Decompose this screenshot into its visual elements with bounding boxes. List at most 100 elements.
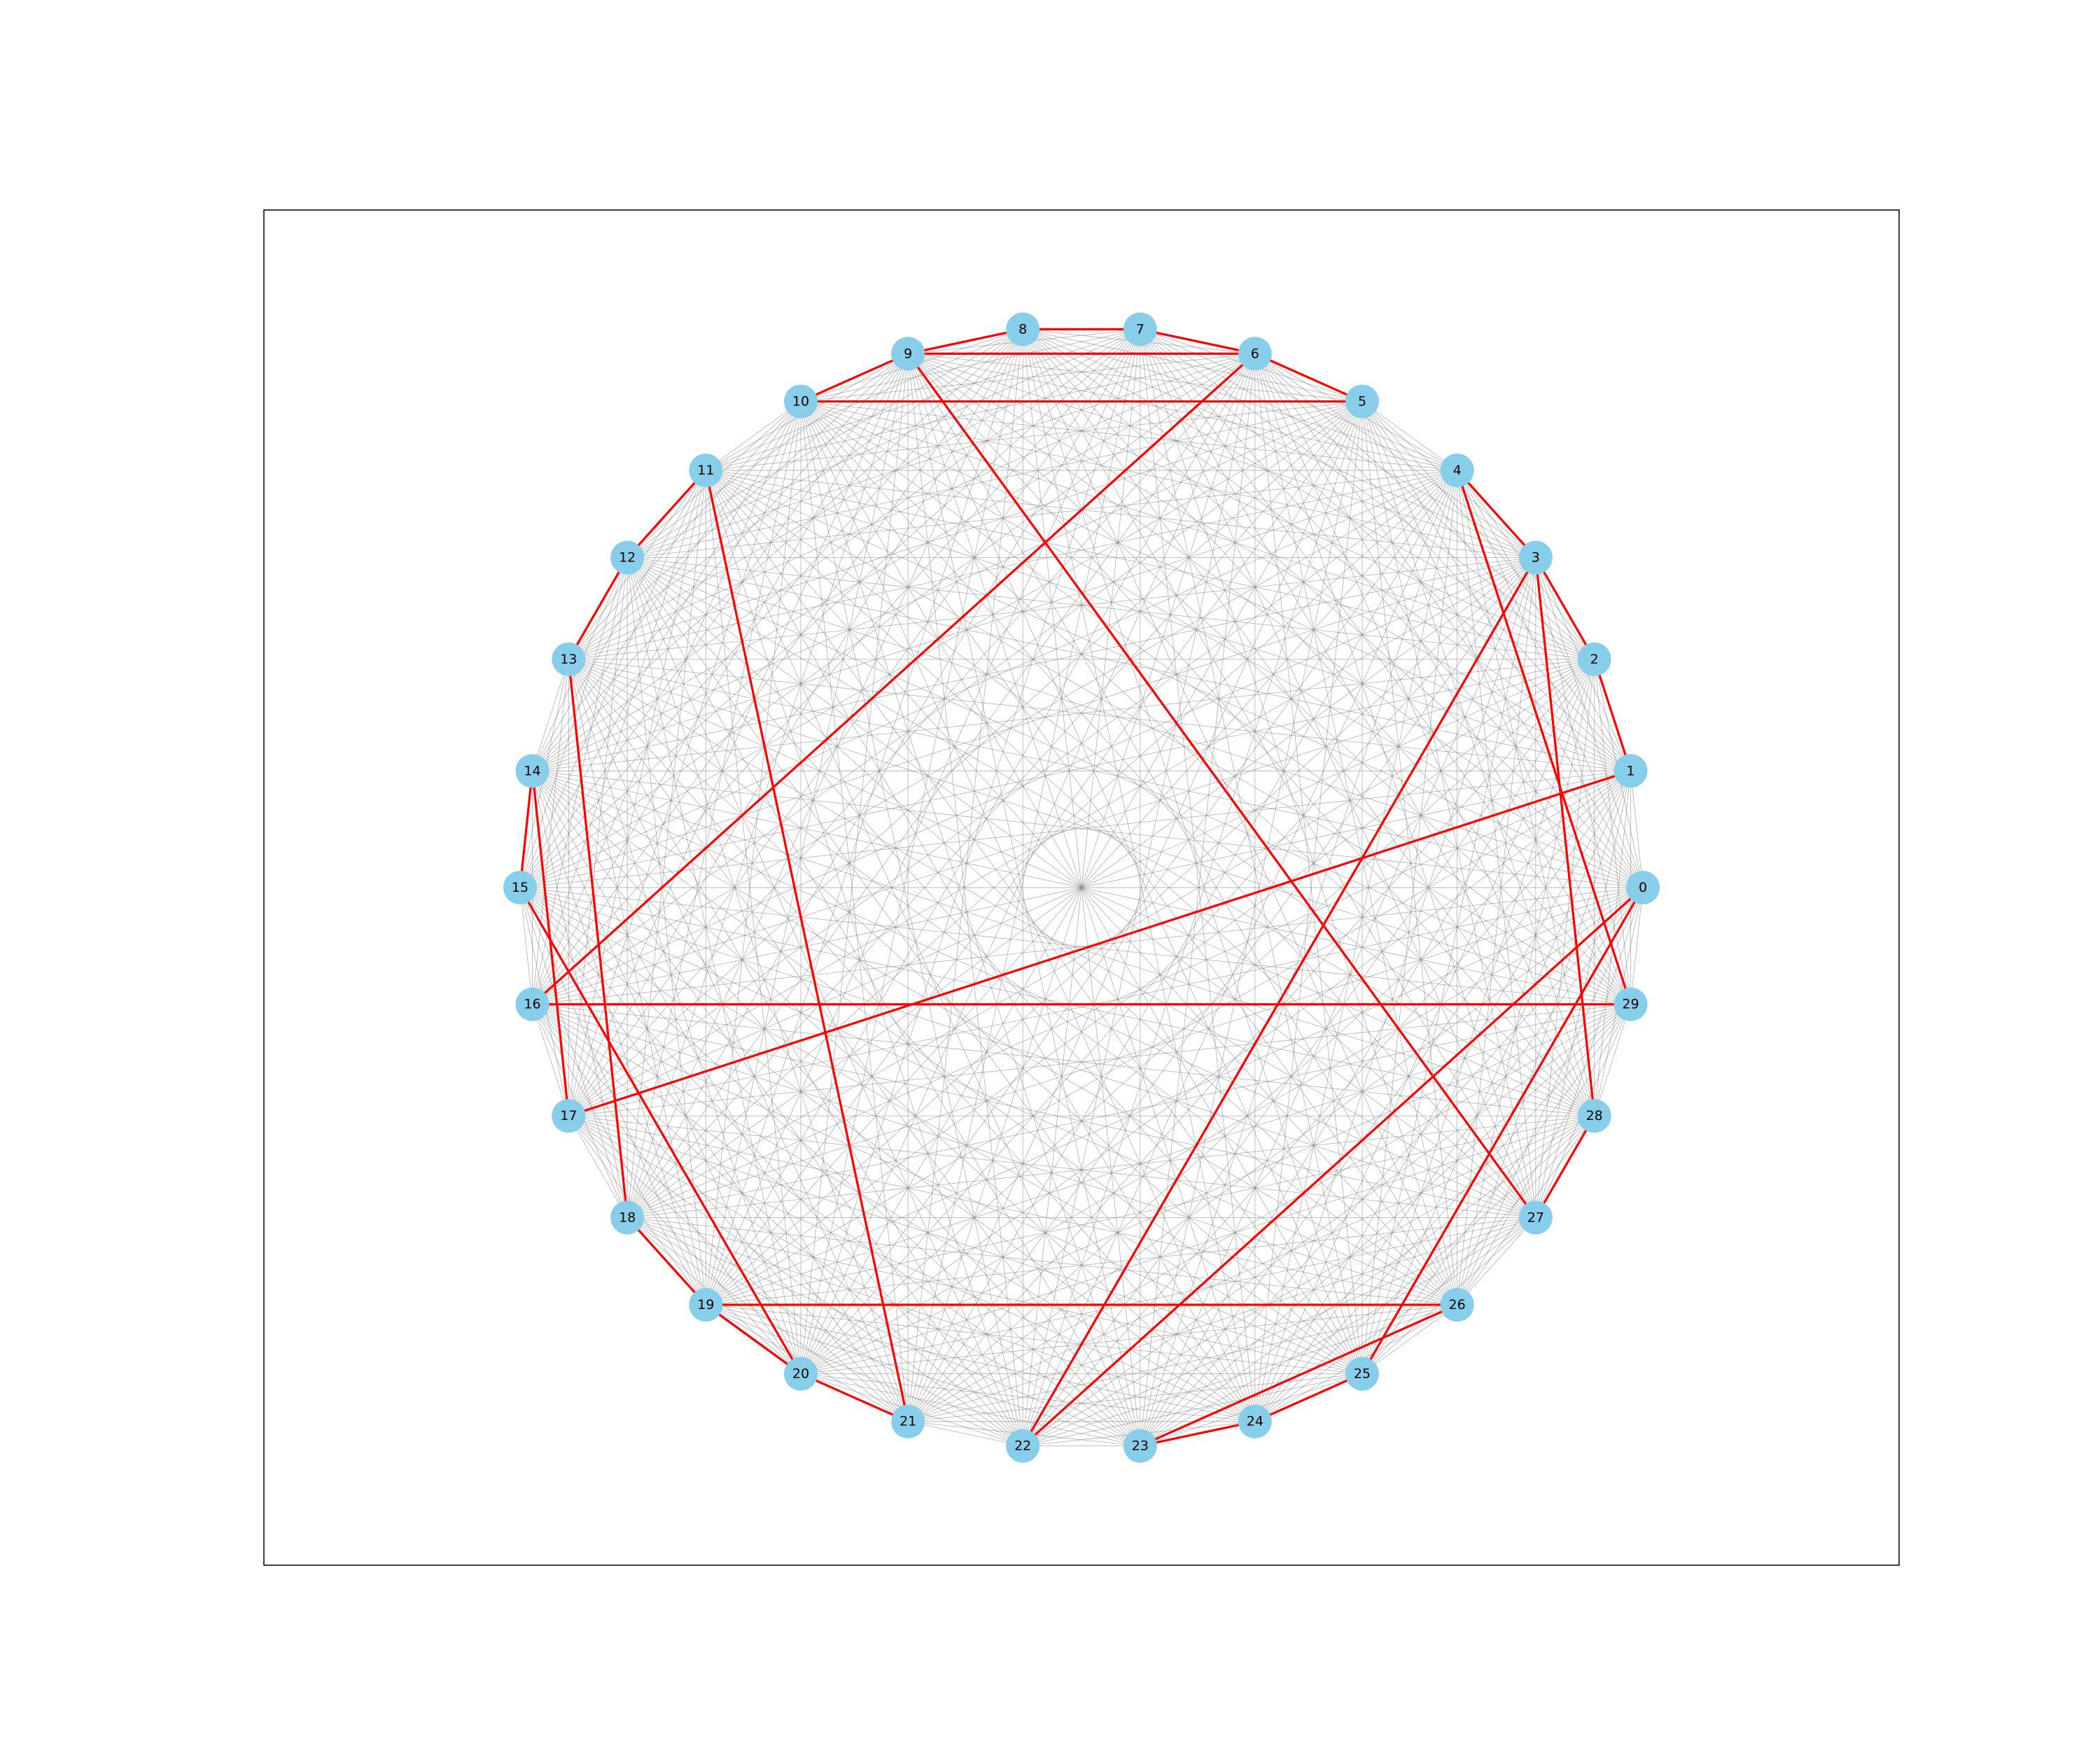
edge-13-22 bbox=[568, 659, 1023, 1446]
edge-17-18 bbox=[568, 1115, 628, 1218]
edge-18-28 bbox=[627, 1115, 1595, 1218]
edge-14-19 bbox=[532, 771, 706, 1306]
edge-7-28 bbox=[1140, 329, 1595, 1116]
node-2: 2 bbox=[1577, 642, 1611, 676]
highlighted-edge-13-18 bbox=[567, 659, 629, 1218]
highlighted-edge-4-3 bbox=[1456, 469, 1537, 559]
edge-17-20 bbox=[568, 1115, 802, 1374]
edge-26-29 bbox=[1457, 1004, 1631, 1306]
node-circle bbox=[1518, 540, 1553, 575]
edge-16-28 bbox=[532, 1004, 1595, 1116]
edge-4-17 bbox=[568, 470, 1457, 1116]
edge-11-14 bbox=[532, 470, 706, 771]
edge-24-29 bbox=[1254, 1004, 1631, 1422]
node-3: 3 bbox=[1518, 540, 1553, 575]
edge-7-27 bbox=[1140, 329, 1536, 1218]
edge-14-23 bbox=[532, 770, 1141, 1446]
edge-12-19 bbox=[626, 557, 706, 1306]
node-label: 3 bbox=[1532, 550, 1540, 566]
node-circle bbox=[1238, 1404, 1272, 1438]
edge-8-29 bbox=[1022, 329, 1631, 1005]
node-27: 27 bbox=[1518, 1200, 1553, 1235]
edge-16-20 bbox=[532, 1004, 802, 1374]
edge-0-13 bbox=[568, 659, 1644, 888]
edge-2-11 bbox=[706, 470, 1595, 660]
node-circle bbox=[1518, 1200, 1553, 1235]
edge-13-14 bbox=[532, 659, 569, 771]
edge-23-29 bbox=[1140, 1004, 1631, 1446]
edge-0-19 bbox=[706, 887, 1644, 1306]
edge-1-6 bbox=[1254, 353, 1631, 771]
edge-16-21 bbox=[532, 1004, 909, 1422]
edge-17-27 bbox=[568, 1115, 1536, 1218]
node-circle bbox=[610, 540, 645, 575]
edge-5-8 bbox=[1023, 328, 1363, 402]
edge-9-25 bbox=[907, 354, 1363, 1374]
edge-3-26 bbox=[1457, 557, 1536, 1306]
node-label: 7 bbox=[1136, 321, 1144, 337]
node-circle bbox=[515, 987, 550, 1021]
edge-10-21 bbox=[800, 401, 909, 1422]
edge-10-19 bbox=[705, 401, 802, 1306]
node-label: 29 bbox=[1622, 997, 1639, 1012]
edge-16-26 bbox=[532, 1004, 1457, 1306]
edge-16-27 bbox=[532, 1004, 1536, 1218]
edge-9-26 bbox=[907, 354, 1458, 1306]
highlighted-edge-23-24 bbox=[1140, 1420, 1256, 1448]
node-7: 7 bbox=[1123, 312, 1157, 346]
edge-6-25 bbox=[1254, 354, 1363, 1374]
edge-9-12 bbox=[626, 353, 909, 558]
highlighted-edge-9-8 bbox=[907, 328, 1023, 355]
edge-22-28 bbox=[1022, 1115, 1595, 1446]
node-circle bbox=[1006, 312, 1040, 346]
edge-8-15 bbox=[519, 329, 1023, 888]
edge-6-26 bbox=[1254, 354, 1458, 1306]
edge-8-24 bbox=[1022, 329, 1256, 1422]
edge-16-23 bbox=[532, 1004, 1141, 1446]
edge-5-22 bbox=[1022, 401, 1363, 1446]
edge-11-22 bbox=[705, 470, 1023, 1446]
edge-0-3 bbox=[1535, 557, 1644, 888]
edge-16-25 bbox=[532, 1004, 1363, 1374]
edge-15-19 bbox=[519, 887, 706, 1306]
highlighted-edge-7-6 bbox=[1140, 328, 1256, 355]
edge-13-27 bbox=[568, 659, 1536, 1218]
edge-19-22 bbox=[706, 1304, 1023, 1447]
node-15: 15 bbox=[503, 871, 537, 904]
node-circle bbox=[1345, 1357, 1379, 1391]
highlighted-edge-11-12 bbox=[626, 469, 707, 559]
edge-5-24 bbox=[1254, 401, 1363, 1422]
node-11: 11 bbox=[689, 453, 723, 487]
edge-18-22 bbox=[626, 1217, 1023, 1446]
edge-20-26 bbox=[800, 1304, 1457, 1374]
edge-11-24 bbox=[705, 470, 1256, 1422]
edge-20-28 bbox=[800, 1115, 1595, 1374]
node-circle bbox=[1345, 384, 1379, 419]
edge-15-25 bbox=[519, 887, 1363, 1374]
edge-5-16 bbox=[532, 401, 1363, 1005]
edge-17-26 bbox=[568, 1115, 1457, 1306]
edge-13-24 bbox=[568, 659, 1256, 1422]
node-24: 24 bbox=[1238, 1404, 1272, 1438]
edge-6-29 bbox=[1254, 354, 1631, 1004]
edge-22-25 bbox=[1023, 1373, 1363, 1447]
edge-18-26 bbox=[627, 1217, 1457, 1306]
node-1: 1 bbox=[1614, 754, 1648, 788]
highlighted-edge-25-0 bbox=[1361, 887, 1644, 1375]
highlighted-edge-19-20 bbox=[705, 1303, 802, 1375]
node-label: 19 bbox=[697, 1297, 714, 1312]
node-12: 12 bbox=[610, 540, 645, 575]
node-circle bbox=[552, 1099, 586, 1133]
edge-11-25 bbox=[705, 470, 1363, 1374]
edge-4-21 bbox=[907, 470, 1458, 1422]
highlighted-edge-24-25 bbox=[1254, 1373, 1363, 1423]
edge-1-8 bbox=[1022, 329, 1631, 771]
edge-24-28 bbox=[1254, 1115, 1595, 1422]
edge-8-21 bbox=[907, 329, 1023, 1422]
edge-2-29 bbox=[1594, 659, 1631, 1004]
edge-12-17 bbox=[568, 557, 628, 1116]
edge-15-27 bbox=[519, 887, 1536, 1218]
edge-8-26 bbox=[1022, 329, 1458, 1306]
highlighted-edge-15-20 bbox=[519, 887, 802, 1375]
